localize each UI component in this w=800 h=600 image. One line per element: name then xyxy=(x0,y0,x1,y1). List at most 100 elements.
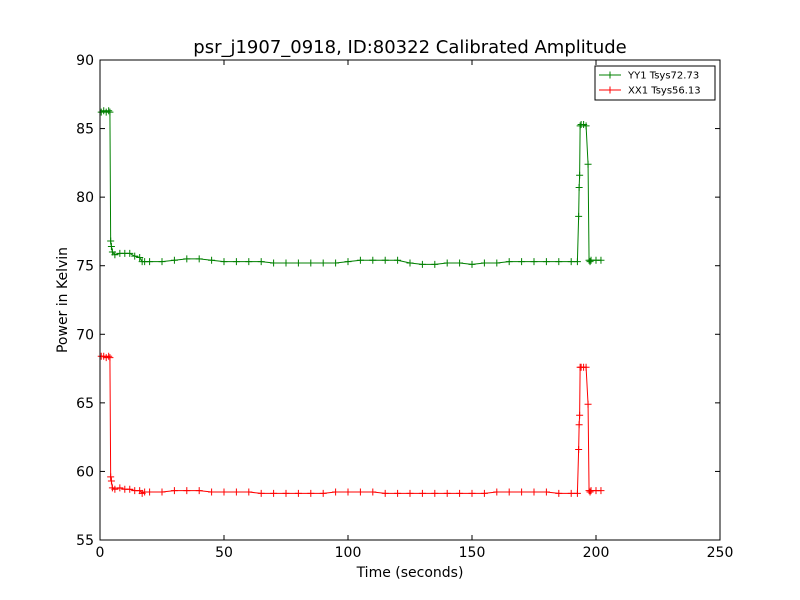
legend-marker xyxy=(606,71,614,79)
data-point-marker xyxy=(468,489,476,497)
data-point-marker xyxy=(136,253,144,261)
data-point-marker xyxy=(356,256,364,264)
data-point-marker xyxy=(518,488,526,496)
data-point-marker xyxy=(245,258,253,266)
data-point-marker xyxy=(257,489,265,497)
data-point-marker xyxy=(126,249,134,257)
data-point-marker xyxy=(586,258,594,266)
data-point-marker xyxy=(332,259,340,267)
data-point-marker xyxy=(270,259,278,267)
data-point-marker xyxy=(456,259,464,267)
data-point-marker xyxy=(232,258,240,266)
x-tick-label: 200 xyxy=(583,545,610,561)
data-point-marker xyxy=(575,421,583,429)
data-point-marker xyxy=(468,260,476,268)
data-point-marker xyxy=(369,256,377,264)
data-point-marker xyxy=(126,485,134,493)
data-point-marker xyxy=(131,252,139,260)
data-point-marker xyxy=(493,488,501,496)
data-point-marker xyxy=(183,487,191,495)
data-point-marker xyxy=(282,259,290,267)
data-point-marker xyxy=(106,354,114,362)
data-point-marker xyxy=(158,258,166,266)
data-point-marker xyxy=(332,488,340,496)
data-point-marker xyxy=(505,488,513,496)
data-point-marker xyxy=(576,122,584,130)
legend-marker xyxy=(606,86,614,94)
y-axis-label: Power in Kelvin xyxy=(55,247,71,353)
data-point-marker xyxy=(575,212,583,220)
data-point-marker xyxy=(105,352,113,360)
data-point-marker xyxy=(406,259,414,267)
data-point-marker xyxy=(418,260,426,268)
axis-layer: 0 50 100 150 200 250 55 60 65 70 75 80 85 90 xyxy=(76,53,733,561)
data-point-marker xyxy=(294,489,302,497)
data-point-marker xyxy=(443,489,451,497)
data-point-marker xyxy=(220,258,228,266)
x-tick-label: 250 xyxy=(707,545,734,561)
data-point-marker xyxy=(584,160,592,168)
data-point-marker xyxy=(480,489,488,497)
data-point-marker xyxy=(111,251,119,259)
data-point-marker xyxy=(443,259,451,267)
data-point-marker xyxy=(586,488,594,496)
data-point-marker xyxy=(344,488,352,496)
data-point-marker xyxy=(369,488,377,496)
data-point-marker xyxy=(170,256,178,264)
data-point-marker xyxy=(319,259,327,267)
data-point-marker xyxy=(208,256,216,264)
data-point-marker xyxy=(307,489,315,497)
y-tick-label: 75 xyxy=(76,259,94,275)
data-point-marker xyxy=(555,489,563,497)
data-point-marker xyxy=(183,255,191,263)
x-tick-label: 0 xyxy=(96,545,105,561)
legend-box xyxy=(594,65,716,101)
series-yy1-tsys72-73 xyxy=(97,107,605,268)
data-point-marker xyxy=(344,258,352,266)
x-axis-label: Time (seconds) xyxy=(356,565,464,581)
data-point-marker xyxy=(146,258,154,266)
data-point-marker xyxy=(505,258,513,266)
data-point-marker xyxy=(146,488,154,496)
data-point-marker xyxy=(170,487,178,495)
data-point-marker xyxy=(582,122,590,130)
y-tick-label: 55 xyxy=(76,533,94,549)
legend-label: XX1 Tsys56.13 xyxy=(628,86,701,97)
data-point-marker xyxy=(567,489,575,497)
data-point-marker xyxy=(530,488,538,496)
data-point-marker xyxy=(319,489,327,497)
data-point-marker xyxy=(576,411,584,419)
data-point-marker xyxy=(107,243,115,251)
data-point-marker xyxy=(575,445,583,453)
y-tick-label: 80 xyxy=(76,190,94,206)
plot-frame xyxy=(99,59,721,541)
x-tick-label: 50 xyxy=(215,545,233,561)
y-tick-label: 65 xyxy=(76,396,94,412)
data-point-marker xyxy=(294,259,302,267)
data-point-marker xyxy=(158,488,166,496)
data-point-marker xyxy=(282,489,290,497)
data-point-marker xyxy=(431,260,439,268)
data-point-marker xyxy=(584,400,592,408)
data-point-marker xyxy=(418,489,426,497)
legend-label: YY1 Tsys72.73 xyxy=(627,71,699,82)
data-point-marker xyxy=(555,258,563,266)
data-point-marker xyxy=(220,488,228,496)
data-point-marker xyxy=(431,489,439,497)
data-point-marker xyxy=(597,487,605,495)
y-tick-label: 85 xyxy=(76,122,94,138)
data-point-marker xyxy=(381,489,389,497)
chart-title: psr_j1907_0918, ID:80322 Calibrated Ampl… xyxy=(193,37,626,58)
data-point-marker xyxy=(456,489,464,497)
data-point-marker xyxy=(582,363,590,371)
data-point-marker xyxy=(518,258,526,266)
data-point-marker xyxy=(307,259,315,267)
y-tick-label: 90 xyxy=(76,53,94,69)
data-point-marker xyxy=(406,489,414,497)
data-point-marker xyxy=(542,258,550,266)
data-point-marker xyxy=(116,484,124,492)
data-point-marker xyxy=(245,488,253,496)
data-point-marker xyxy=(208,488,216,496)
data-point-marker xyxy=(530,258,538,266)
